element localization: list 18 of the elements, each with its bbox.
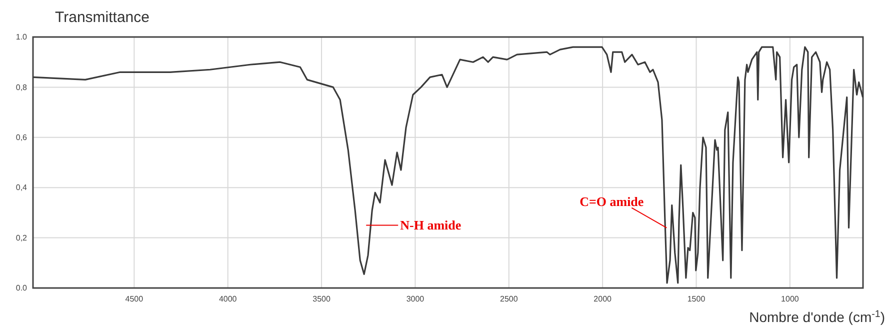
y-axis-title: Transmittance (55, 9, 150, 26)
annotation: C=O amide (580, 194, 644, 209)
annotation: N-H amide (400, 217, 462, 232)
x-tick-label: 3000 (406, 294, 425, 304)
y-tick-label: 0,8 (16, 82, 28, 92)
y-tick-label: 0,4 (16, 183, 28, 192)
x-tick-label: 4500 (125, 294, 144, 304)
x-tick-label: 1500 (687, 294, 706, 304)
x-tick-label: 1000 (781, 294, 800, 304)
y-tick-label: 0,2 (16, 233, 28, 242)
x-tick-label: 4000 (218, 294, 238, 304)
y-tick-label: 0,6 (16, 132, 28, 142)
y-tick-label: 0.0 (16, 284, 28, 293)
x-tick-label: 2500 (500, 294, 518, 304)
x-tick-label: 3500 (312, 294, 331, 304)
y-tick-label: 1.0 (16, 32, 28, 42)
x-axis-title: Nombre d'onde (cm$^{-1}$) (749, 308, 885, 325)
x-tick-label: 2000 (594, 294, 612, 304)
